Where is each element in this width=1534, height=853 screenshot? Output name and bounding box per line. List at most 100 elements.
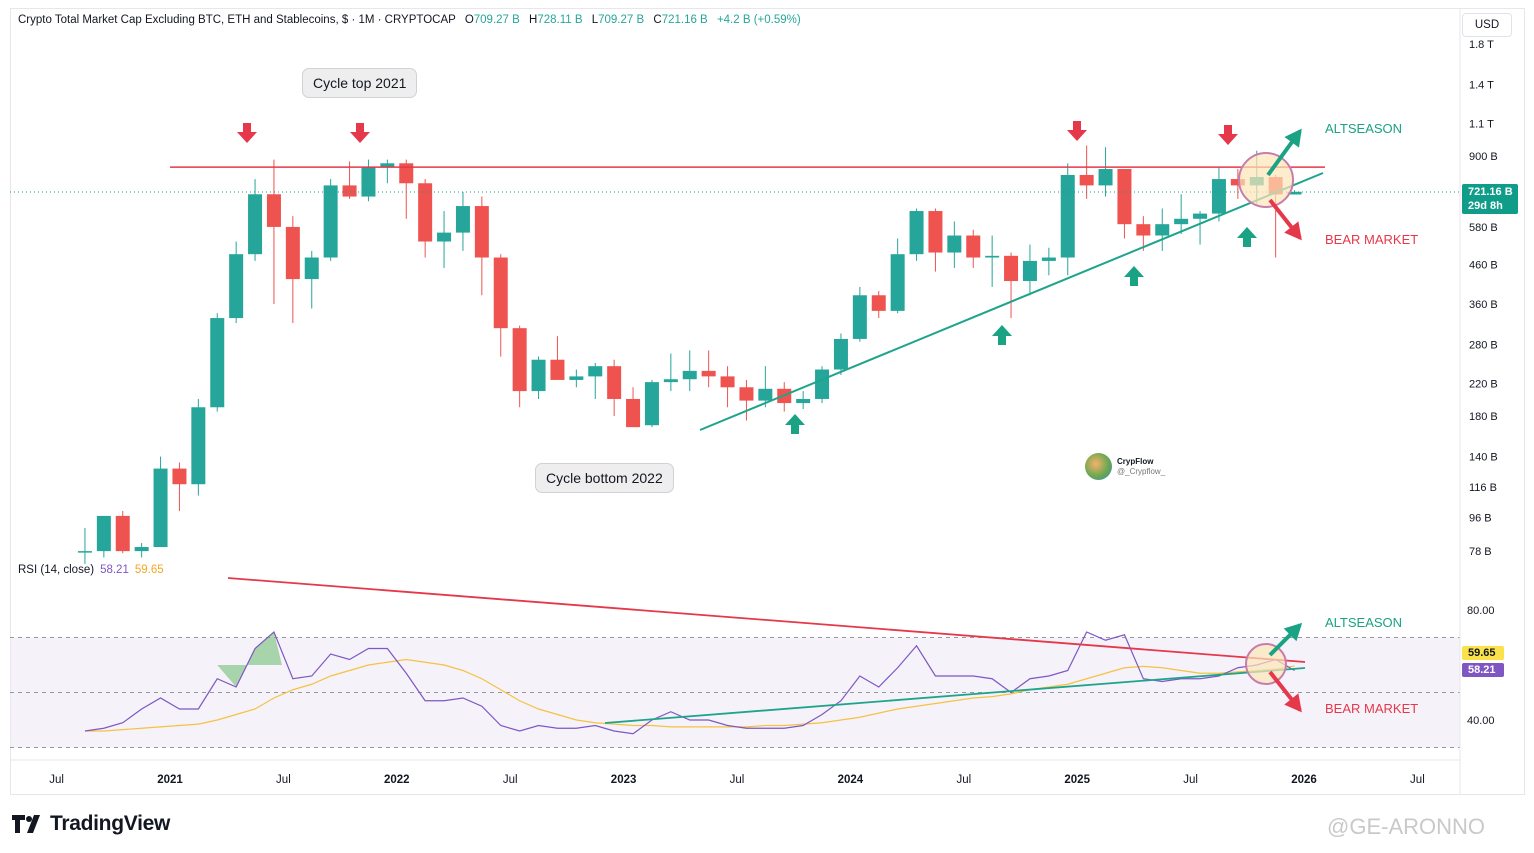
rsi-pane xyxy=(10,630,1460,748)
price-axis-tick: 460 B xyxy=(1469,259,1498,271)
rsi-ma-tag: 59.65 xyxy=(1462,646,1504,660)
up-arrow-icon xyxy=(1237,227,1257,247)
decision-zone-circle xyxy=(1238,152,1294,208)
candle xyxy=(644,379,659,428)
up-arrow-icon xyxy=(1124,266,1144,286)
candle xyxy=(947,221,962,268)
candle xyxy=(985,235,1000,287)
candle xyxy=(418,179,433,258)
tradingview-wordmark: TradingView xyxy=(50,812,171,835)
down-arrow-icon xyxy=(350,123,370,143)
candle-body xyxy=(418,183,433,242)
candle-body xyxy=(890,254,905,311)
candle-body xyxy=(1193,213,1208,219)
candle xyxy=(588,362,603,399)
bar-countdown: 29d 8h xyxy=(1468,200,1503,212)
candle xyxy=(701,350,716,388)
bear-arrow-icon-head xyxy=(1284,221,1302,241)
price-axis-tick: 116 B xyxy=(1469,482,1497,494)
candle-body xyxy=(985,255,1000,258)
symbol-title: Crypto Total Market Cap Excluding BTC, E… xyxy=(18,14,456,26)
candle-body xyxy=(266,194,281,227)
close-label: C xyxy=(653,14,662,26)
candle-body xyxy=(663,379,678,383)
time-axis-tick: Jul xyxy=(1183,774,1198,786)
candle xyxy=(1041,247,1056,276)
price-axis-tick: 1.8 T xyxy=(1469,39,1494,51)
candle xyxy=(1098,147,1113,197)
candle-body xyxy=(1230,179,1245,186)
candle xyxy=(682,350,697,392)
candle xyxy=(229,241,244,324)
candle-body xyxy=(229,254,244,319)
candle xyxy=(833,333,848,375)
candle xyxy=(134,543,149,558)
author-badge[interactable]: CrypFlow @_Crypflow_ xyxy=(1085,453,1165,480)
candle-body xyxy=(626,398,641,428)
candle xyxy=(815,366,830,404)
candle-body xyxy=(1004,255,1019,282)
candle-body xyxy=(588,366,603,377)
change-value: +4.2 B (+0.59%) xyxy=(716,14,801,26)
time-axis-tick: 2026 xyxy=(1291,774,1317,786)
rsi-legend-value: 58.21 xyxy=(100,564,129,576)
rsi-ma-legend-value: 59.65 xyxy=(134,564,164,576)
candle-body xyxy=(455,206,470,233)
tradingview-logo[interactable]: TradingView xyxy=(12,812,170,836)
rsi-overbought-fill xyxy=(217,632,282,687)
price-pane xyxy=(77,145,1302,565)
candle-body xyxy=(833,338,848,370)
candle-body xyxy=(380,163,395,168)
time-axis-tick: 2024 xyxy=(838,774,864,786)
author-handle: @_Crypflow_ xyxy=(1117,466,1166,476)
candle xyxy=(1230,169,1245,199)
price-axis-tick: 1.4 T xyxy=(1469,80,1494,92)
rsi-legend: RSI (14, close) 58.21 59.65 xyxy=(18,564,164,576)
last-price-tag: 721.16 B 29d 8h xyxy=(1462,184,1518,214)
candle xyxy=(569,369,584,388)
candle-body xyxy=(77,551,92,553)
bear-rsi-arrow-icon xyxy=(1268,670,1302,713)
rsi-resistance-line xyxy=(227,577,1306,663)
up-arrow-icon xyxy=(785,414,805,434)
price-axis-tick: 280 B xyxy=(1469,340,1498,352)
candle-body xyxy=(191,407,206,485)
bear-market-rsi-label: BEAR MARKET xyxy=(1325,701,1419,716)
rsi-axis-tick: 40.00 xyxy=(1467,715,1495,727)
down-arrow-icon xyxy=(1067,121,1087,141)
price-axis-tick: 220 B xyxy=(1469,379,1498,391)
candle-body xyxy=(966,235,981,258)
price-axis-tick: 360 B xyxy=(1469,299,1498,311)
rsi-legend-label: RSI (14, close) xyxy=(18,564,95,576)
rsi-decision-zone-circle xyxy=(1245,643,1287,685)
candle xyxy=(455,192,470,251)
candle-body xyxy=(739,387,754,401)
candle-body xyxy=(1155,224,1170,236)
candle-body xyxy=(644,382,659,426)
candle-body xyxy=(569,376,584,380)
currency-button[interactable]: USD xyxy=(1462,13,1512,37)
candle xyxy=(172,462,187,511)
candle-body xyxy=(1174,218,1189,225)
candle xyxy=(909,208,924,261)
candle xyxy=(153,456,168,548)
candle-body xyxy=(361,167,376,197)
high-value: 728.11 B xyxy=(537,14,583,26)
candle-body xyxy=(134,547,149,552)
low-value: 709.27 B xyxy=(598,14,645,26)
candle xyxy=(304,250,319,309)
candle xyxy=(739,379,754,421)
candle-body xyxy=(474,206,489,258)
altseason-rsi-arrow-icon xyxy=(1268,622,1303,657)
candle-body xyxy=(153,468,168,548)
candle xyxy=(928,208,943,272)
candle-body xyxy=(1022,260,1037,282)
candle xyxy=(796,391,811,409)
time-axis-tick: Jul xyxy=(276,774,291,786)
candle xyxy=(966,229,981,268)
time-axis-tick: Jul xyxy=(1410,774,1425,786)
candle-body xyxy=(947,235,962,253)
candle xyxy=(1211,167,1226,222)
candle xyxy=(1155,208,1170,251)
